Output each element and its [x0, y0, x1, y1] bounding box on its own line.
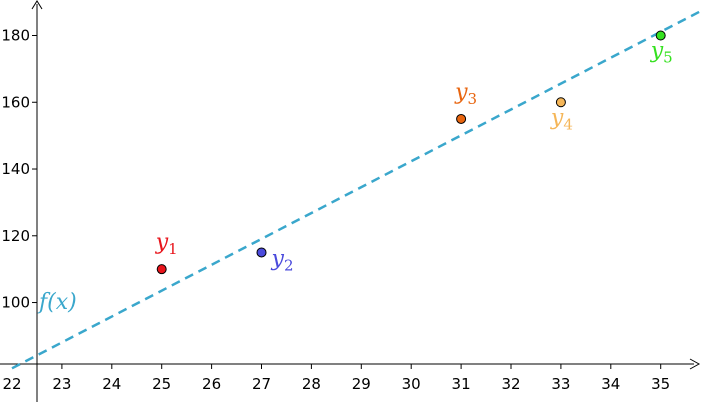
data-point-label-1: y1	[155, 230, 178, 258]
x-tick-label: 23	[52, 375, 71, 393]
data-point-label-2: y2	[271, 246, 294, 274]
data-point-label-4: y4	[550, 105, 573, 133]
x-tick-label: 26	[202, 375, 221, 393]
x-tick-label: 34	[601, 375, 620, 393]
y-axis-arrow	[31, 0, 43, 10]
trend-line	[11, 9, 701, 370]
data-point-4	[555, 97, 566, 108]
x-tick-label: 29	[352, 375, 371, 393]
data-point-2	[256, 247, 267, 258]
trend-line-group: f(x)	[11, 9, 701, 370]
x-axis-arrow	[689, 358, 701, 370]
x-tick-label: 25	[152, 375, 171, 393]
y-tick-label: 180	[1, 27, 30, 45]
y-tick-label: 140	[1, 160, 30, 178]
x-tick-label: 32	[501, 375, 520, 393]
y-tick-label: 120	[1, 227, 30, 245]
x-tick-label: 24	[102, 375, 121, 393]
data-points: y1 y2 y3 y4 y5	[155, 30, 673, 275]
x-tick-label: 22	[2, 375, 21, 393]
x-tick-label: 33	[551, 375, 570, 393]
data-point-3	[456, 113, 467, 124]
data-point-label-5: y5	[650, 39, 673, 67]
data-point-label-3: y3	[454, 80, 477, 108]
x-tick-label: 27	[252, 375, 271, 393]
x-tick-label: 28	[302, 375, 321, 393]
data-point-5	[655, 30, 666, 41]
x-tick-label: 30	[402, 375, 421, 393]
x-tick-label: 31	[452, 375, 471, 393]
y-tick-label: 100	[1, 294, 30, 312]
data-point-1	[156, 264, 167, 275]
y-tick-label: 160	[1, 93, 30, 111]
trend-line-label: f(x)	[37, 290, 77, 315]
x-tick-label: 35	[651, 375, 670, 393]
